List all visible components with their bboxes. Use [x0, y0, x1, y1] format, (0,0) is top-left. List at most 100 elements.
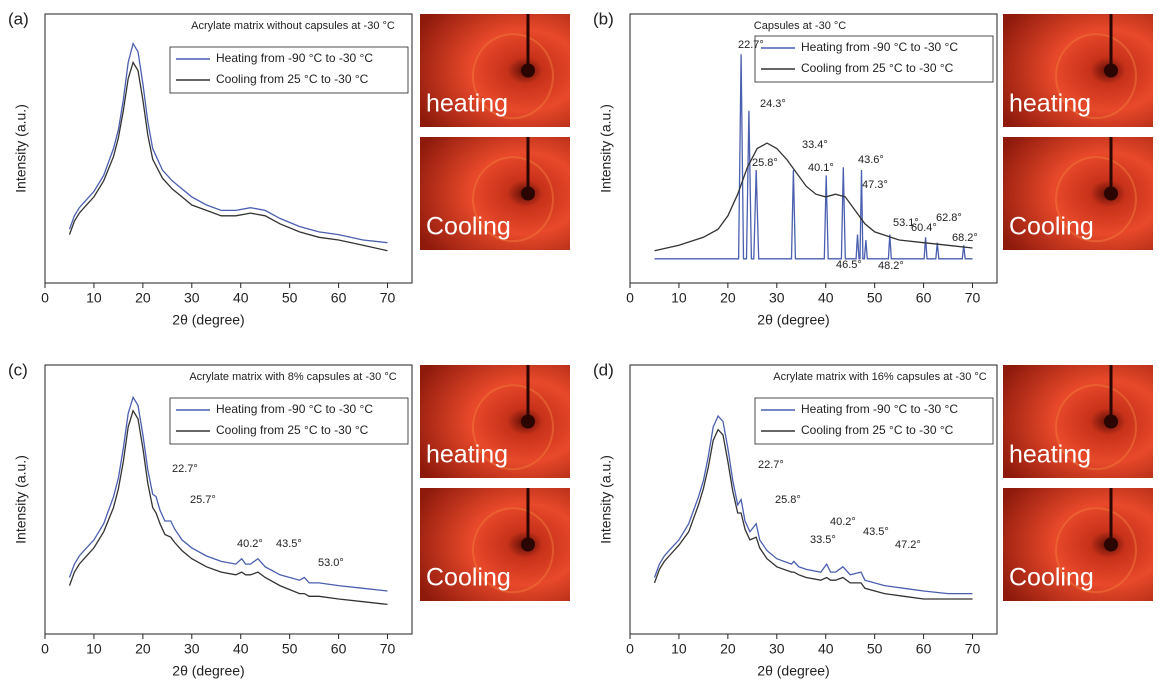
- legend-box: [169, 397, 409, 445]
- data-line: [654, 54, 973, 260]
- x-tick-label: 20: [720, 641, 736, 657]
- x-axis-label: 2θ (degree): [172, 663, 244, 679]
- data-line: [68, 60, 388, 252]
- x-tick-label: 70: [965, 290, 981, 306]
- x-tick-label: 0: [41, 641, 49, 657]
- photo-bg: [420, 14, 570, 127]
- y-axis-label: Intensity (a.u.): [13, 104, 29, 193]
- x-tick-label: 60: [916, 641, 932, 657]
- x-tick-label: 40: [818, 641, 834, 657]
- x-tick-label: 30: [184, 290, 200, 306]
- data-line: [68, 409, 388, 606]
- photo-bg: [420, 137, 570, 250]
- xrd-photo: Cooling: [420, 488, 570, 601]
- legend-box: [169, 46, 409, 94]
- legend-label: Heating from -90 °C to -30 °C: [801, 402, 958, 416]
- legend-label: Cooling from 25 °C to -30 °C: [216, 423, 369, 437]
- x-tick-label: 0: [626, 641, 634, 657]
- peak-label: 25.8°: [752, 157, 778, 169]
- peak-label: 25.7°: [190, 494, 216, 506]
- photo-bg: [1003, 365, 1153, 478]
- x-tick-label: 60: [916, 290, 932, 306]
- peak-label: 22.7°: [758, 459, 784, 471]
- plot-frame: [44, 13, 413, 284]
- plot-frame: [44, 364, 413, 635]
- chart-title: Acrylate matrix with 8% capsules at -30 …: [189, 371, 396, 383]
- x-tick-label: 0: [41, 290, 49, 306]
- photo-label: heating: [426, 90, 508, 118]
- panel-label: (c): [8, 360, 28, 379]
- legend-label: Cooling from 25 °C to -30 °C: [216, 72, 369, 86]
- plot-frame: [629, 364, 998, 635]
- peak-label: 40.2°: [830, 516, 856, 528]
- x-tick-label: 20: [135, 290, 151, 306]
- x-tick-label: 0: [626, 290, 634, 306]
- peak-label: 33.5°: [810, 534, 836, 546]
- x-tick-label: 30: [184, 641, 200, 657]
- x-tick-label: 60: [331, 290, 347, 306]
- x-tick-label: 20: [720, 290, 736, 306]
- photo-label: heating: [1009, 441, 1091, 469]
- peak-label: 33.4°: [802, 139, 828, 151]
- peak-label: 48.2°: [878, 260, 904, 272]
- x-tick-label: 10: [671, 641, 687, 657]
- x-tick-label: 70: [380, 290, 396, 306]
- peak-label: 43.5°: [276, 538, 302, 550]
- y-axis-label: Intensity (a.u.): [598, 104, 614, 193]
- peak-label: 60.4°: [911, 222, 937, 234]
- x-axis-label: 2θ (degree): [757, 312, 829, 328]
- x-axis-label: 2θ (degree): [757, 663, 829, 679]
- x-tick-label: 30: [769, 641, 785, 657]
- legend-box: [754, 397, 994, 445]
- peak-label: 68.2°: [952, 232, 978, 244]
- x-tick-label: 50: [282, 641, 298, 657]
- legend-label: Cooling from 25 °C to -30 °C: [801, 423, 954, 437]
- photo-ring: [1055, 384, 1137, 471]
- panel-label: (b): [593, 9, 614, 28]
- chart-title: Acrylate matrix with 16% capsules at -30…: [773, 371, 987, 383]
- photo-label: Cooling: [426, 213, 511, 241]
- x-tick-label: 20: [135, 641, 151, 657]
- chart-title: Capsules at -30 °C: [754, 20, 846, 32]
- legend-label: Cooling from 25 °C to -30 °C: [801, 61, 954, 75]
- peak-label: 47.2°: [895, 539, 921, 551]
- peak-label: 62.8°: [936, 212, 962, 224]
- photo-bg: [420, 488, 570, 601]
- x-tick-label: 50: [867, 290, 883, 306]
- peak-label: 40.2°: [237, 538, 263, 550]
- peak-label: 43.6°: [858, 154, 884, 166]
- data-line: [653, 428, 973, 600]
- photo-ring: [472, 156, 554, 243]
- photo-bg: [1003, 14, 1153, 127]
- chart-title: Acrylate matrix without capsules at -30 …: [191, 20, 395, 32]
- legend-label: Heating from -90 °C to -30 °C: [216, 402, 373, 416]
- panel-label: (a): [8, 9, 29, 28]
- photo-bg: [1003, 137, 1153, 250]
- x-tick-label: 50: [867, 641, 883, 657]
- photo-label: Cooling: [1009, 564, 1094, 592]
- photo-label: heating: [1009, 90, 1091, 118]
- xrd-photo: Cooling: [1003, 137, 1153, 250]
- data-line: [68, 395, 388, 592]
- peak-label: 53.0°: [318, 557, 344, 569]
- x-tick-label: 60: [331, 641, 347, 657]
- legend-label: Heating from -90 °C to -30 °C: [801, 40, 958, 54]
- photo-label: Cooling: [1009, 213, 1094, 241]
- xrd-photo: heating: [420, 365, 570, 478]
- xrd-photo: heating: [420, 14, 570, 127]
- x-tick-label: 70: [965, 641, 981, 657]
- photo-ring: [1055, 33, 1137, 120]
- plot-frame: [629, 13, 998, 284]
- data-line: [654, 142, 973, 252]
- peak-label: 25.8°: [775, 494, 801, 506]
- peak-label: 53.1°: [893, 217, 919, 229]
- x-tick-label: 40: [233, 290, 249, 306]
- y-axis-label: Intensity (a.u.): [598, 455, 614, 544]
- x-tick-label: 40: [233, 641, 249, 657]
- peak-label: 43.5°: [863, 526, 889, 538]
- photo-ring: [472, 33, 554, 120]
- x-tick-label: 10: [86, 641, 102, 657]
- photo-ring: [472, 507, 554, 594]
- photo-label: heating: [426, 441, 508, 469]
